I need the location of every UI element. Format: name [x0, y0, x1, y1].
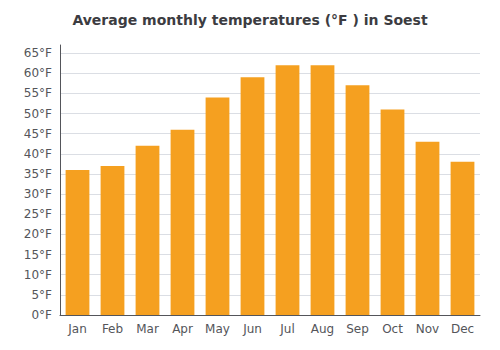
svg-text:60°F: 60°F	[24, 66, 52, 80]
svg-text:55°F: 55°F	[24, 86, 52, 100]
svg-text:20°F: 20°F	[24, 227, 52, 241]
svg-text:65°F: 65°F	[24, 46, 52, 60]
svg-text:Nov: Nov	[416, 322, 439, 336]
svg-text:Oct: Oct	[382, 322, 403, 336]
svg-text:Jun: Jun	[242, 322, 262, 336]
svg-text:Jan: Jan	[67, 322, 87, 336]
svg-text:Apr: Apr	[172, 322, 193, 336]
svg-text:0°F: 0°F	[31, 308, 52, 322]
svg-text:May: May	[205, 322, 230, 336]
svg-text:Jul: Jul	[279, 322, 294, 336]
svg-text:Sep: Sep	[346, 322, 369, 336]
svg-text:Aug: Aug	[311, 322, 334, 336]
svg-text:35°F: 35°F	[24, 167, 52, 181]
svg-text:30°F: 30°F	[24, 187, 52, 201]
svg-text:10°F: 10°F	[24, 268, 52, 282]
svg-text:Average monthly temperatures (: Average monthly temperatures (°F ) in So…	[72, 12, 428, 28]
svg-text:40°F: 40°F	[24, 147, 52, 161]
svg-text:Mar: Mar	[136, 322, 159, 336]
svg-text:50°F: 50°F	[24, 107, 52, 121]
svg-text:Dec: Dec	[451, 322, 474, 336]
svg-text:45°F: 45°F	[24, 127, 52, 141]
svg-text:Feb: Feb	[102, 322, 123, 336]
svg-text:15°F: 15°F	[24, 248, 52, 262]
svg-text:5°F: 5°F	[31, 288, 52, 302]
svg-text:25°F: 25°F	[24, 207, 52, 221]
